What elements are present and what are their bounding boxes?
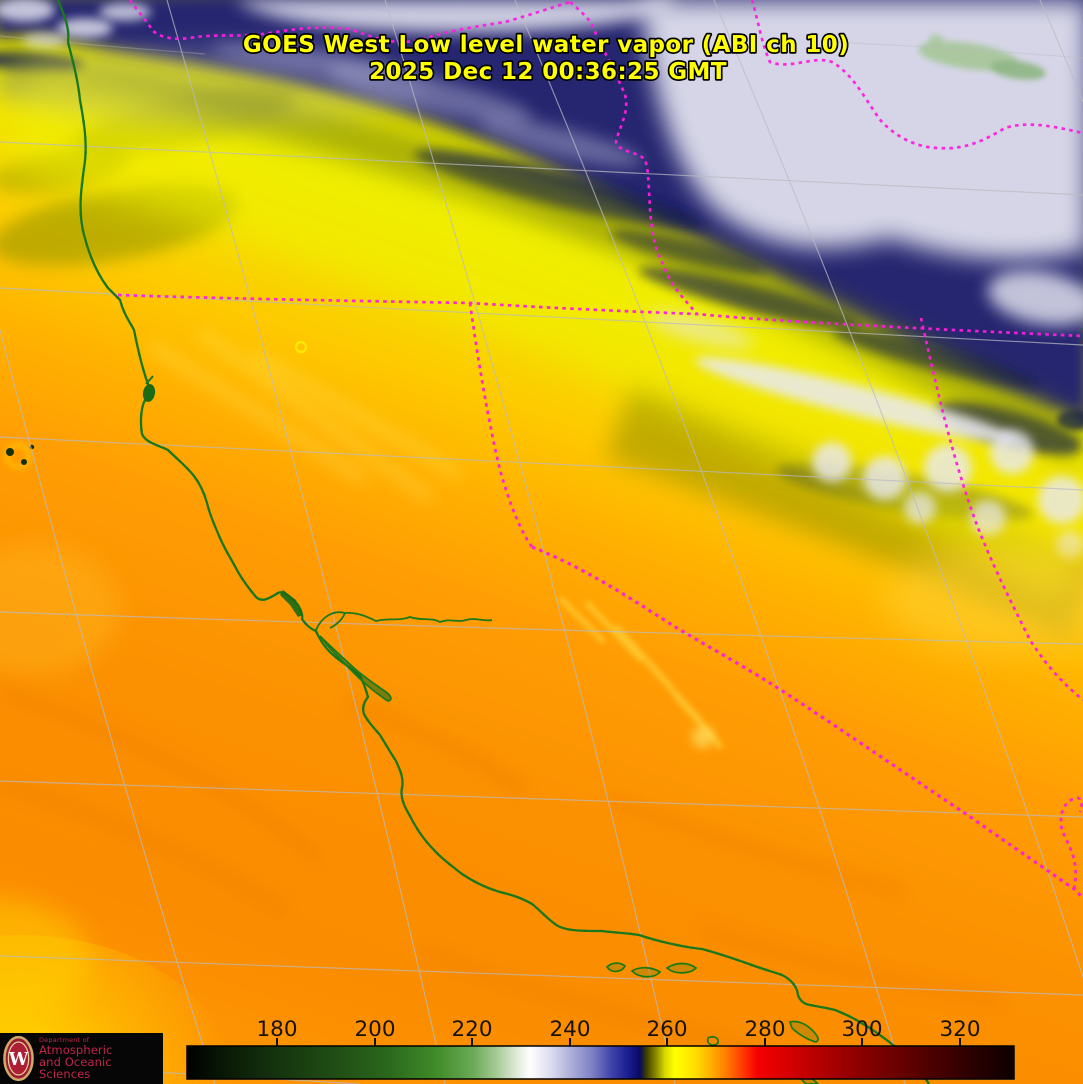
tick-label: 320	[939, 1017, 980, 1042]
california-coastline	[56, 0, 931, 1084]
image-title: GOES West Low level water vapor (ABI ch …	[241, 30, 850, 86]
svg-text:W: W	[8, 1050, 29, 1070]
tick-label: 200	[354, 1017, 395, 1042]
title-line-1: GOES West Low level water vapor (ABI ch …	[243, 32, 849, 58]
tick-label: 280	[744, 1017, 785, 1042]
humboldt-bay	[142, 384, 156, 402]
sf-bay-delta	[315, 611, 493, 702]
border-california-nevada-north	[468, 302, 534, 548]
catalina-island	[788, 1020, 819, 1043]
tick-label: 220	[451, 1017, 492, 1042]
title-line-2: 2025 Dec 12 00:36:25 GMT	[369, 59, 727, 85]
tick-label: 260	[646, 1017, 687, 1042]
logo-line-2: and Oceanic Sciences	[39, 1055, 112, 1082]
border-oregon-california	[117, 293, 1083, 338]
colorbar-gradient	[186, 1045, 1015, 1080]
uw-aos-logo: W Department of Atmospheric and Oceanic …	[0, 1033, 163, 1084]
cloud-top-layer	[0, 0, 1083, 559]
colorbar-labels: 180 200 220 240 260 280 300 320	[256, 1017, 980, 1042]
cold-cloud-top-layer	[918, 34, 1046, 80]
orange-texture-layer	[0, 327, 1083, 1084]
logo-line-1: Atmospheric	[39, 1043, 113, 1058]
colorbar: 180 200 220 240 260 280 300 320	[186, 1017, 1015, 1080]
border-snake-river	[750, 0, 1083, 150]
border-nevada-east	[919, 317, 1083, 702]
tick-label: 240	[549, 1017, 590, 1042]
border-colorado-river	[1059, 796, 1083, 890]
point-reyes	[280, 590, 303, 617]
border-oregon-idaho	[569, 0, 699, 315]
border-columbia-river	[128, 0, 571, 44]
logo-dept-line: Department of	[39, 1035, 90, 1044]
tick-label: 300	[841, 1017, 882, 1042]
state-borders	[117, 0, 1083, 900]
tick-label: 180	[256, 1017, 297, 1042]
uw-crest-icon: W	[3, 1035, 34, 1082]
